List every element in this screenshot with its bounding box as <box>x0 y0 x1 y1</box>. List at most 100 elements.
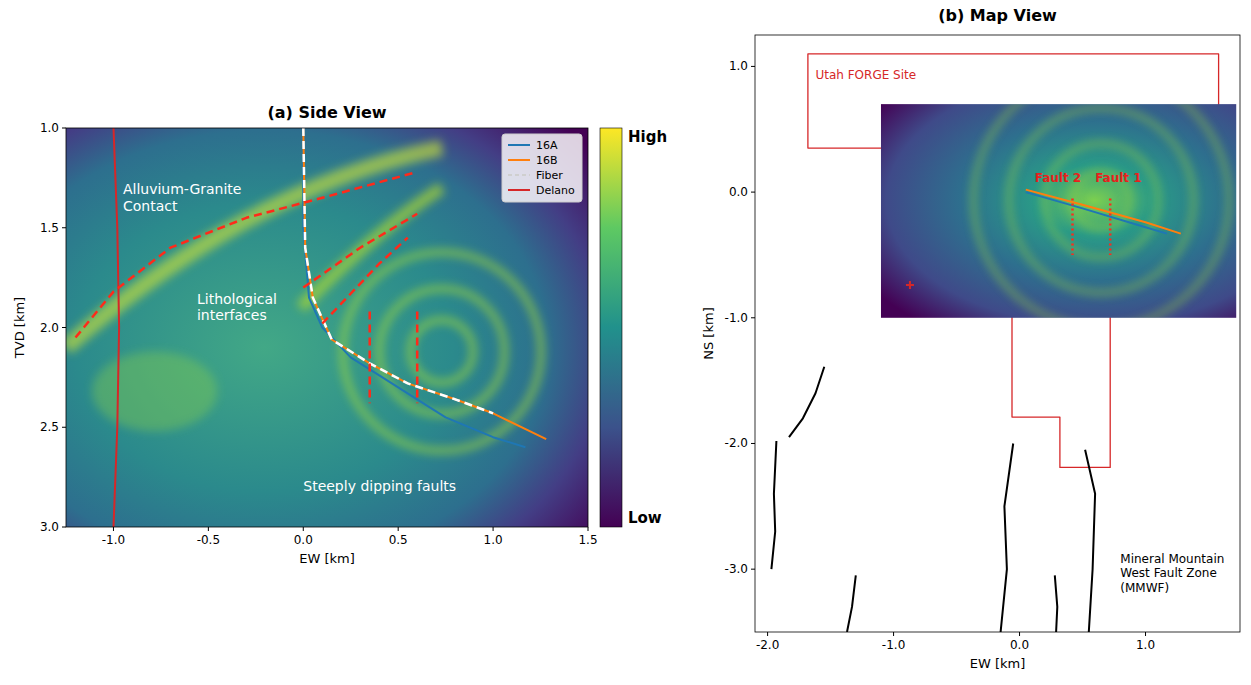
y-tick <box>62 427 66 428</box>
annotation: Fault 1 <box>1095 171 1142 185</box>
series-line <box>1055 575 1058 632</box>
x-tick <box>398 527 399 531</box>
series-line <box>303 128 493 413</box>
annotation: Utah FORGE Site <box>815 68 916 82</box>
diffraction-arc <box>973 104 1229 318</box>
x-tick <box>493 527 494 531</box>
y-tick-label: 2.0 <box>40 321 59 335</box>
y-tick-label: 1.5 <box>40 221 59 235</box>
x-tick-label: 1.0 <box>1136 638 1155 652</box>
x-tick-label: 0.5 <box>389 533 408 547</box>
x-tick-label: 1.0 <box>484 533 503 547</box>
y-axis-title: TVD [km] <box>12 297 27 359</box>
legend-swatch <box>508 144 530 146</box>
x-tick <box>893 632 894 636</box>
plot-area <box>76 128 547 527</box>
y-tick <box>751 443 755 444</box>
x-tick <box>1145 632 1146 636</box>
x-tick-label: 0.0 <box>294 533 313 547</box>
series-line <box>847 575 856 632</box>
legend: 16A16BFiberDelano <box>502 134 582 202</box>
series-line <box>1026 190 1181 234</box>
series-line <box>789 367 824 437</box>
y-tick <box>62 128 66 129</box>
annotation: Alluvium-Granite <box>123 181 242 197</box>
legend-box <box>502 134 582 202</box>
legend-swatch <box>508 174 530 176</box>
series-line <box>303 214 417 288</box>
y-tick-label: -2.0 <box>725 436 748 450</box>
diffraction-arc <box>1009 108 1194 293</box>
plot-frame <box>66 128 588 527</box>
series-line <box>1085 450 1095 632</box>
diffraction-arc <box>1044 143 1158 257</box>
x-tick <box>303 527 304 531</box>
series-line <box>114 128 120 527</box>
y-tick-label: 0.0 <box>729 185 748 199</box>
diffraction-arc <box>411 320 474 383</box>
y-tick-label: 3.0 <box>40 520 59 534</box>
series-line <box>1109 198 1112 255</box>
y-tick <box>751 66 755 67</box>
x-axis-title: EW [km] <box>970 656 1026 671</box>
legend-swatch <box>508 189 530 191</box>
annotation: Contact <box>123 198 178 214</box>
annotation: Lithological <box>197 291 277 307</box>
background <box>755 35 1240 632</box>
series-line <box>1071 198 1074 255</box>
y-tick-label: -1.0 <box>725 311 748 325</box>
annotation: West Fault Zone <box>1120 566 1216 580</box>
series-line <box>1026 192 1167 234</box>
legend-label: Fiber <box>536 169 563 182</box>
series-line <box>1001 444 1014 633</box>
y-tick-label: 1.0 <box>729 59 748 73</box>
annotation: Mineral Mountain <box>1120 552 1224 566</box>
x-tick-label: -2.0 <box>756 638 779 652</box>
series-line <box>416 312 419 404</box>
annotation: interfaces <box>197 307 267 323</box>
x-tick <box>588 527 589 531</box>
panel-title: (b) Map View <box>938 6 1057 25</box>
y-tick <box>751 192 755 193</box>
x-tick <box>208 527 209 531</box>
map-ground <box>755 35 1240 632</box>
panel-title: (a) Side View <box>267 103 386 122</box>
series-line <box>76 172 418 338</box>
colorbar-label: Low <box>628 509 662 527</box>
x-tick-label: -1.0 <box>882 638 905 652</box>
annotation: Steeply dipping faults <box>303 478 456 494</box>
y-tick <box>62 227 66 228</box>
diffraction-arc <box>343 252 541 450</box>
annotation: (MMWF) <box>1120 581 1169 595</box>
colorbar <box>600 128 622 527</box>
legend-swatch <box>508 159 530 161</box>
series-line <box>303 128 525 447</box>
inset-texture <box>973 104 1229 318</box>
well-marker <box>906 281 914 289</box>
x-tick <box>1019 632 1020 636</box>
legend-label: 16B <box>536 154 558 167</box>
series-line <box>771 441 776 569</box>
x-tick <box>767 632 768 636</box>
colorbar-label: High <box>628 128 667 146</box>
x-tick-label: 1.5 <box>578 533 597 547</box>
y-tick <box>751 317 755 318</box>
legend-label: Delano <box>536 184 575 197</box>
x-tick <box>113 527 114 531</box>
plot-area <box>771 54 1236 632</box>
x-tick-label: -1.0 <box>102 533 125 547</box>
y-tick-label: -3.0 <box>725 562 748 576</box>
seismic-image <box>66 128 588 527</box>
series-line <box>322 238 407 324</box>
annotation: Fault 2 <box>1035 171 1082 185</box>
y-tick-label: 2.5 <box>40 420 59 434</box>
background <box>66 128 588 527</box>
plot-frame <box>755 35 1240 632</box>
inset-texture <box>973 104 1229 318</box>
x-tick-label: -0.5 <box>197 533 220 547</box>
x-tick-label: 0.0 <box>1010 638 1029 652</box>
series-line <box>303 128 546 439</box>
y-tick-label: 1.0 <box>40 121 59 135</box>
y-axis-title: NS [km] <box>701 307 716 359</box>
y-tick <box>62 327 66 328</box>
